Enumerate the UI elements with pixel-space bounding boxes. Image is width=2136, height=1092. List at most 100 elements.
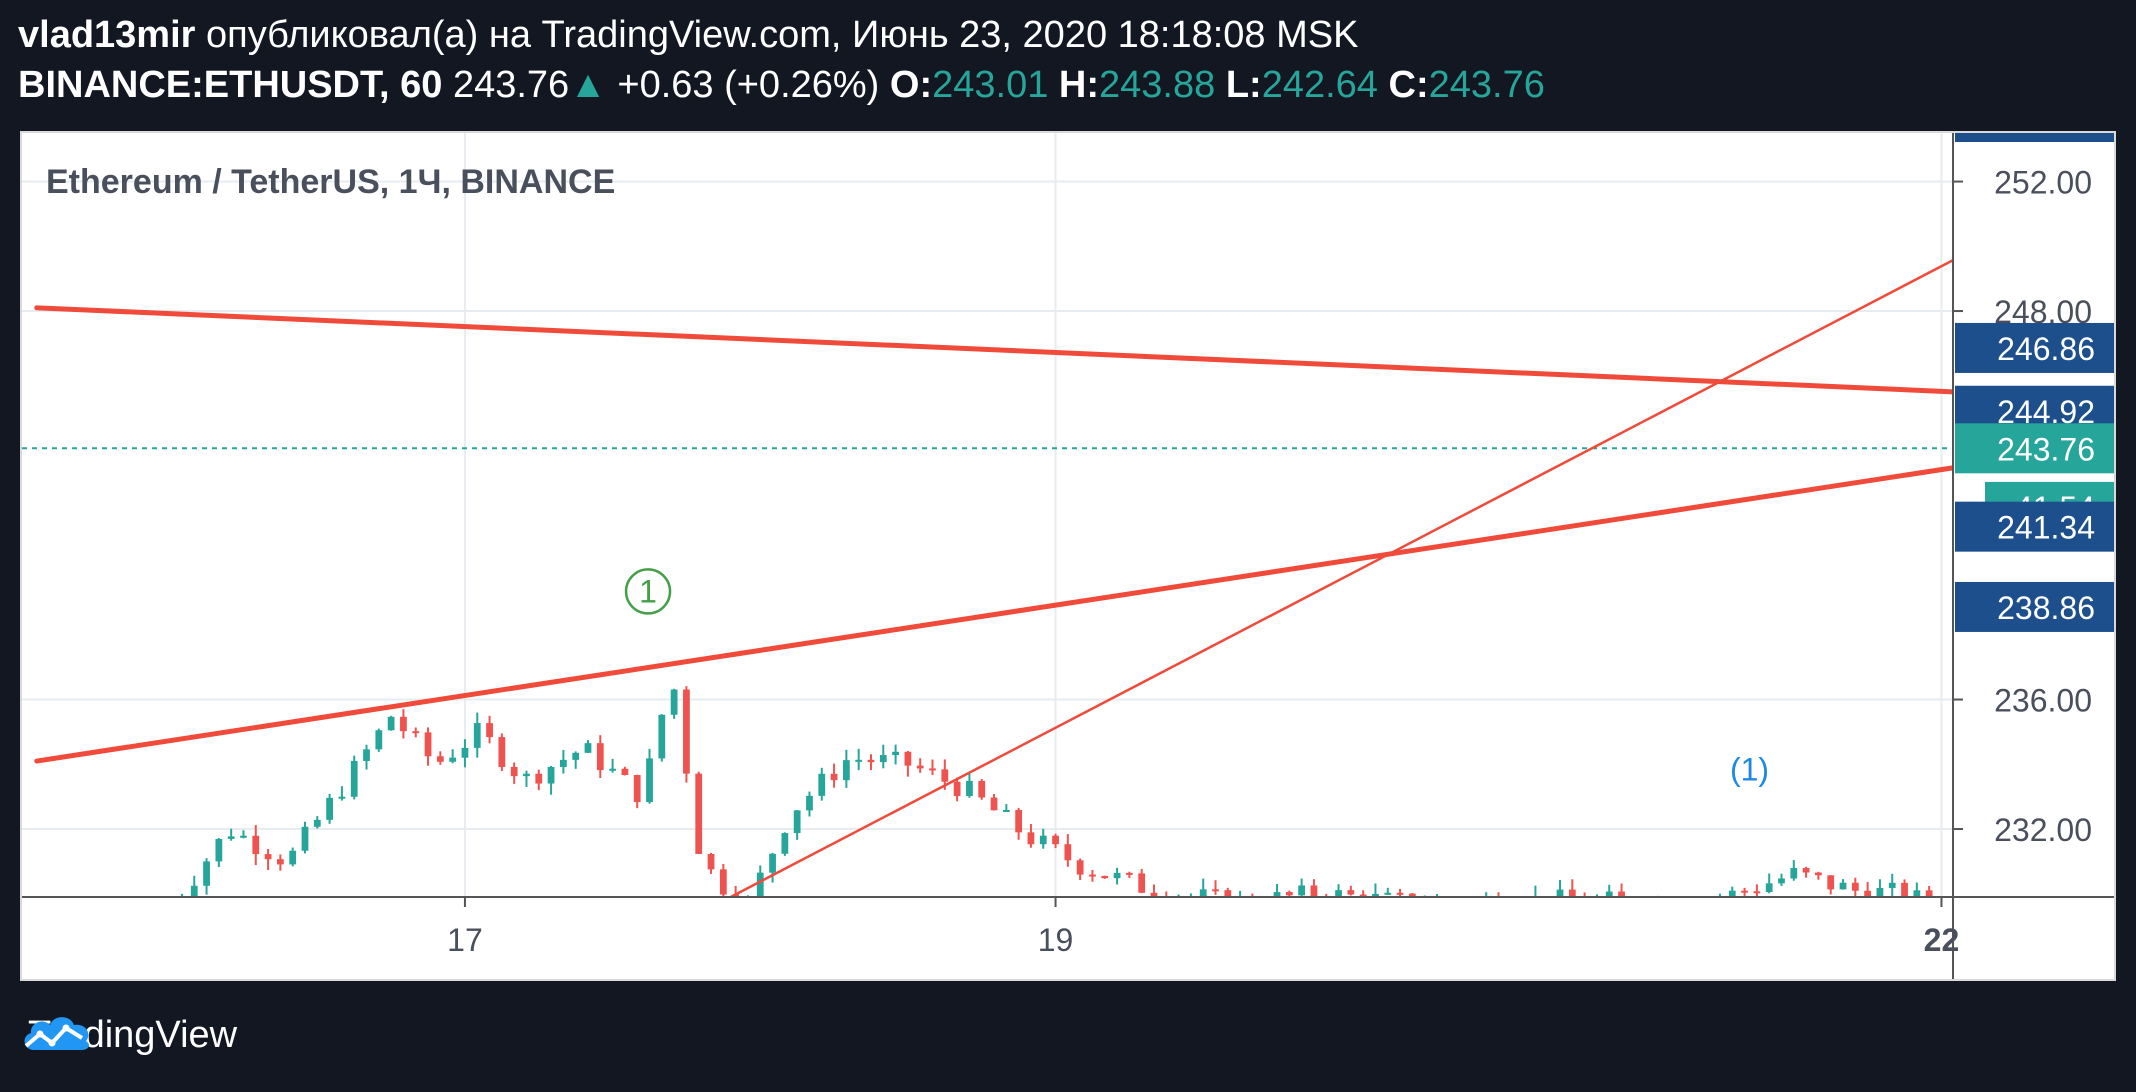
candle-body bbox=[1052, 835, 1059, 845]
candle-body bbox=[1717, 900, 1724, 905]
candle-body bbox=[1212, 889, 1219, 892]
candle-body bbox=[1249, 898, 1256, 907]
candle-body bbox=[1630, 898, 1637, 908]
candle-body bbox=[559, 759, 567, 767]
candle-body bbox=[1224, 890, 1232, 897]
candle-body bbox=[535, 773, 543, 784]
candle-body bbox=[1655, 902, 1662, 913]
candle-body bbox=[461, 747, 469, 758]
high-value: 243.88 bbox=[1099, 64, 1216, 106]
candle-body bbox=[227, 836, 235, 839]
chart-title: Ethereum / TetherUS, 1Ч, BINANCE bbox=[46, 163, 615, 201]
published-text: опубликовал(а) на TradingView.com, Июнь … bbox=[206, 14, 1359, 56]
price-badge bbox=[1955, 501, 2114, 552]
candle-body bbox=[1039, 835, 1047, 845]
candle-body bbox=[1544, 896, 1552, 897]
plot-layer: (3)(1)(4)14ABCDE bbox=[22, 133, 2031, 918]
candle-body bbox=[424, 732, 432, 757]
candle-body bbox=[1532, 896, 1539, 897]
candle-body bbox=[609, 768, 616, 771]
candle-body bbox=[867, 759, 875, 763]
candle-body bbox=[929, 768, 936, 771]
candle-body bbox=[584, 743, 592, 753]
candle-body bbox=[1680, 911, 1687, 913]
candle-body bbox=[1790, 867, 1798, 879]
candle-body bbox=[1704, 905, 1711, 912]
candle-body bbox=[719, 869, 727, 895]
candle-body bbox=[1015, 809, 1023, 833]
candle-body bbox=[1581, 899, 1588, 905]
candle-body bbox=[523, 773, 530, 777]
candle-body bbox=[1199, 889, 1207, 897]
candle-body bbox=[1778, 878, 1785, 884]
candle-body bbox=[1728, 890, 1736, 897]
price-badge-label: 246.86 bbox=[1997, 331, 2095, 367]
candle-body bbox=[1901, 882, 1908, 897]
publication-header: vlad13mir опубликовал(а) на TradingView.… bbox=[18, 14, 1358, 57]
high-label: H: bbox=[1058, 64, 1100, 106]
candle-body bbox=[203, 861, 210, 886]
candle-body bbox=[547, 766, 555, 784]
candle-body bbox=[830, 773, 838, 781]
candle-body bbox=[1384, 892, 1392, 895]
candle-body bbox=[1446, 900, 1453, 903]
candle-body bbox=[941, 769, 949, 782]
author-name[interactable]: vlad13mir bbox=[18, 14, 196, 56]
candle-body bbox=[658, 714, 666, 759]
candle-body bbox=[793, 810, 801, 834]
price-badge-label: 238.86 bbox=[1997, 590, 2095, 626]
tradingview-cloud-icon bbox=[24, 1017, 89, 1050]
candle-body bbox=[1605, 891, 1613, 897]
chart-area[interactable]: (3)(1)(4)14ABCDEEthereum / TetherUS, 1Ч,… bbox=[20, 131, 2116, 981]
candle-body bbox=[1495, 898, 1502, 913]
candle-body bbox=[892, 751, 899, 756]
footer: TradingView bbox=[20, 1010, 237, 1060]
candle-body bbox=[1002, 809, 1010, 812]
candle-body bbox=[1138, 873, 1146, 893]
close-label: C: bbox=[1388, 64, 1429, 106]
candle-body bbox=[1458, 903, 1465, 906]
wave-label: 1 bbox=[639, 573, 657, 609]
candle-body bbox=[1237, 898, 1244, 912]
candle-body bbox=[1851, 882, 1859, 891]
candle-body bbox=[387, 716, 395, 731]
open-value: 243.01 bbox=[932, 64, 1049, 106]
candle-body bbox=[338, 796, 346, 799]
candle-body bbox=[596, 743, 604, 771]
candle-body bbox=[1347, 890, 1355, 895]
candle-body bbox=[1520, 910, 1527, 912]
candle-body bbox=[350, 760, 358, 797]
candle-body bbox=[1372, 893, 1379, 897]
candle-body bbox=[1888, 882, 1896, 888]
candle-body bbox=[683, 689, 690, 774]
candle-body bbox=[412, 731, 420, 734]
candle-body bbox=[1273, 892, 1281, 897]
candle-body bbox=[240, 835, 247, 838]
open-label: O: bbox=[889, 64, 933, 106]
candle-body bbox=[1335, 890, 1342, 897]
price-badge-label: 241.34 bbox=[1997, 510, 2095, 546]
candle-body bbox=[2024, 764, 2031, 778]
candle-body bbox=[1027, 832, 1035, 845]
candle-body bbox=[990, 797, 998, 811]
candle-body bbox=[1125, 872, 1133, 875]
candle-body bbox=[1163, 898, 1170, 902]
candle-body bbox=[166, 910, 173, 912]
price-chart[interactable]: (3)(1)(4)14ABCDEEthereum / TetherUS, 1Ч,… bbox=[22, 133, 2116, 981]
x-tick-label: 19 bbox=[1038, 922, 1074, 958]
candle-body bbox=[1359, 894, 1367, 897]
candle-body bbox=[264, 854, 272, 860]
candle-body bbox=[756, 872, 764, 897]
candle-body bbox=[1150, 892, 1158, 897]
candle-body bbox=[670, 689, 678, 715]
candle-body bbox=[1568, 889, 1576, 897]
candle-body bbox=[1421, 907, 1428, 910]
candle-body bbox=[1261, 906, 1268, 908]
candle-body bbox=[1876, 887, 1884, 897]
candle-body bbox=[1975, 916, 1982, 918]
candle-body bbox=[1434, 900, 1441, 906]
candle-body bbox=[966, 780, 973, 797]
trend-line bbox=[729, 258, 1953, 897]
candle-body bbox=[842, 760, 850, 781]
candle-body bbox=[781, 833, 789, 854]
